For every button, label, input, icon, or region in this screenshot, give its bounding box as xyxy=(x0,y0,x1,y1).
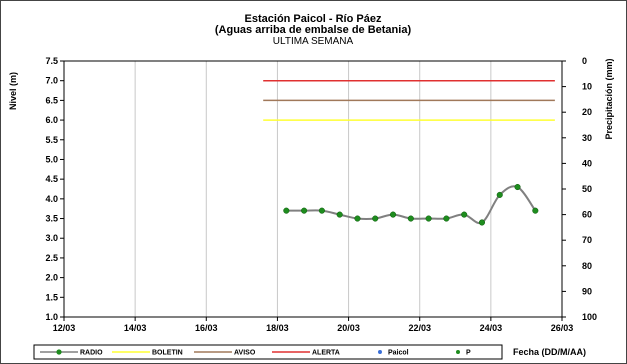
legend-marker-radio xyxy=(56,349,62,355)
x-tick-label: 14/03 xyxy=(124,323,147,333)
y2-axis-label: Precipitación (mm) xyxy=(604,58,614,139)
y-tick-label: 6.5 xyxy=(45,95,58,105)
x-tick-label: 26/03 xyxy=(551,323,574,333)
y2-tick-label: 40 xyxy=(582,158,592,168)
data-point xyxy=(514,183,521,191)
data-point xyxy=(389,211,397,218)
y-axis-left: 1.0 1.5 2.0 2.5 3.0 3.5 4.0 4.5 5.0 5.5 6.0 6.5 7.0 7… xyxy=(45,56,64,322)
x-tick-label: 24/03 xyxy=(480,323,503,333)
y2-tick-label: 90 xyxy=(582,286,592,296)
y-axis-label: Nivel (m) xyxy=(8,72,18,110)
data-point xyxy=(443,215,450,222)
data-point xyxy=(372,215,379,222)
chart-title-block: Estación Paicol - Río Páez (Aguas arriba… xyxy=(215,13,412,47)
y-tick-label: 2.0 xyxy=(45,273,58,283)
y2-tick-label: 60 xyxy=(582,210,592,220)
y2-tick-label: 0 xyxy=(582,56,587,66)
data-point xyxy=(478,219,486,226)
y2-tick-label: 100 xyxy=(582,312,597,322)
plot-area-border xyxy=(63,60,563,318)
legend-label: BOLETIN xyxy=(152,350,183,357)
legend-marker-paicol xyxy=(378,350,382,354)
data-point xyxy=(318,207,325,214)
y-tick-label: 6.0 xyxy=(45,115,58,125)
data-point xyxy=(425,215,432,222)
y-tick-label: 5.0 xyxy=(45,154,58,164)
y-tick-label: 3.0 xyxy=(45,233,58,243)
y-tick-label: 3.5 xyxy=(45,214,58,224)
y-tick-label: 7.0 xyxy=(45,76,58,86)
y-tick-label: 4.5 xyxy=(45,174,58,184)
y-tick-label: 7.5 xyxy=(45,56,58,66)
legend-label: P xyxy=(466,350,471,357)
data-point xyxy=(301,207,308,214)
y2-tick-label: 20 xyxy=(582,107,592,117)
legend-label: Paicol xyxy=(388,350,409,357)
legend-label: RADIO xyxy=(80,350,103,357)
chart-subtitle: (Aguas arriba de embalse de Betania) xyxy=(215,24,412,36)
chart-period: ULTIMA SEMANA xyxy=(273,36,354,47)
data-point xyxy=(407,215,414,222)
data-point xyxy=(496,191,503,198)
y2-tick-label: 10 xyxy=(582,82,592,92)
x-tick-label: 22/03 xyxy=(408,323,431,333)
data-point xyxy=(283,207,290,214)
x-tick-label: 20/03 xyxy=(337,323,360,333)
data-point xyxy=(532,207,539,214)
y-tick-label: 5.5 xyxy=(45,135,58,145)
legend-label: ALERTA xyxy=(312,350,340,357)
y-tick-label: 1.5 xyxy=(45,292,58,302)
y-tick-label: 1.0 xyxy=(45,312,58,322)
data-point xyxy=(354,215,361,222)
data-point xyxy=(461,211,468,218)
y2-tick-label: 70 xyxy=(582,235,592,245)
series-layer xyxy=(283,183,539,226)
x-tick-label: 16/03 xyxy=(195,323,218,333)
y-axis-right: 0 10 20 30 40 50 60 70 80 90 100 xyxy=(562,56,597,322)
legend: RADIO BOLETIN AVISO ALERTA Paicol P xyxy=(33,344,503,360)
x-axis: 12/03 14/03 16/03 18/03 20/03 22/03 24/03 26/03 xyxy=(53,317,574,333)
legend-label: AVISO xyxy=(234,350,256,357)
x-tick-label: 12/03 xyxy=(53,323,76,333)
y-tick-label: 4.0 xyxy=(45,194,58,204)
grid-lines xyxy=(134,61,492,317)
x-axis-label: Fecha (DD/M/AA) xyxy=(513,347,586,357)
y2-tick-label: 30 xyxy=(582,133,592,143)
y2-tick-label: 50 xyxy=(582,184,592,194)
chart-title: Estación Paicol - Río Páez xyxy=(245,13,382,25)
x-tick-label: 18/03 xyxy=(266,323,289,333)
y-tick-label: 2.5 xyxy=(45,253,58,263)
legend-box xyxy=(33,344,503,360)
threshold-lines xyxy=(263,79,555,121)
legend-marker-p xyxy=(456,350,460,354)
y2-tick-label: 80 xyxy=(582,261,592,271)
data-point xyxy=(336,211,343,218)
